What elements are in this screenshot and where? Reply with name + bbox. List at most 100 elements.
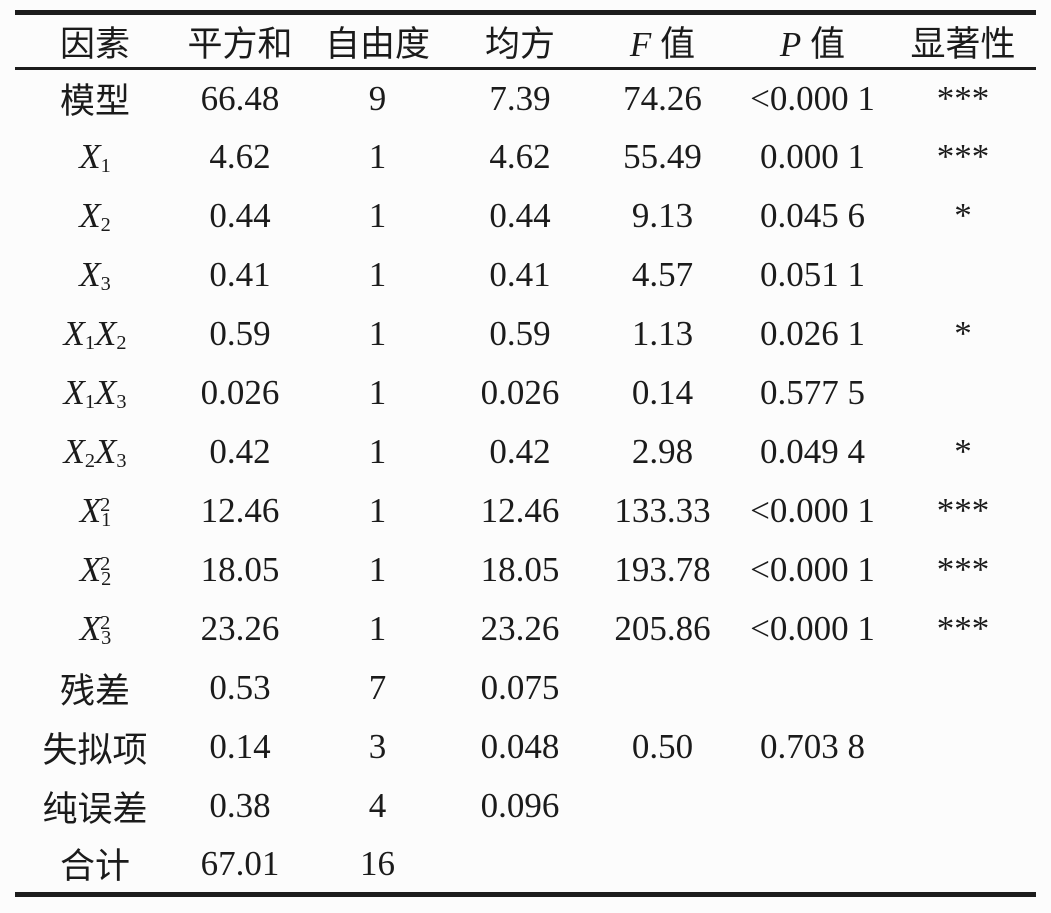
value-cell: 3 xyxy=(368,727,387,766)
value-cell: 1 xyxy=(368,314,387,353)
value-cell: 0.14 xyxy=(631,373,694,412)
column-header-1: 因素 xyxy=(59,24,130,64)
factor-cell: 纯误差 xyxy=(42,789,148,829)
value-cell: <0.000 1 xyxy=(750,609,875,648)
value-cell: 9 xyxy=(368,78,387,118)
value-cell: 0.577 5 xyxy=(760,373,865,412)
value-cell: 18.05 xyxy=(480,550,560,589)
value-cell: 18.05 xyxy=(200,550,280,589)
value-cell: 0.53 xyxy=(209,668,271,707)
header-row: 因素 平方和 自由度 均方 F 值 P 值 显著性 xyxy=(15,13,1036,69)
table-row: X3 0.41 1 0.41 4.57 0.051 1 xyxy=(15,246,1036,305)
value-cell: 7.39 xyxy=(489,78,551,118)
value-cell: 1.13 xyxy=(631,314,694,353)
value-cell: 1 xyxy=(368,432,387,471)
value-cell: 1 xyxy=(368,196,387,235)
value-cell: 0.026 xyxy=(480,373,560,412)
value-cell: 0.44 xyxy=(489,196,551,235)
value-cell: 0.59 xyxy=(209,314,271,353)
table-row: X1X3 0.026 1 0.026 0.14 0.577 5 xyxy=(15,364,1036,423)
significance-cell: *** xyxy=(936,609,990,648)
table-row: 合计 67.01 16 xyxy=(15,836,1036,895)
factor-cell: 失拟项 xyxy=(42,730,148,770)
value-cell: <0.000 1 xyxy=(750,491,875,530)
value-cell: 1 xyxy=(368,137,387,176)
value-cell: 66.48 xyxy=(200,78,280,118)
value-cell: 4 xyxy=(368,786,387,825)
column-header-5: F 值 xyxy=(629,24,696,64)
value-cell xyxy=(590,836,735,895)
table-row: X1 4.62 1 4.62 55.49 0.000 1 *** xyxy=(15,128,1036,187)
value-cell: 0.045 6 xyxy=(760,196,865,235)
value-cell: 0.44 xyxy=(209,196,271,235)
factor-cell: 残差 xyxy=(59,671,130,711)
factor-cell: X32 xyxy=(79,609,112,650)
value-cell: 0.075 xyxy=(480,668,560,707)
value-cell: 1 xyxy=(368,373,387,412)
table-row: X2X3 0.42 1 0.42 2.98 0.049 4 * xyxy=(15,423,1036,482)
factor-cell: X1X2 xyxy=(63,314,127,355)
table-row: 失拟项 0.14 3 0.048 0.50 0.703 8 xyxy=(15,718,1036,777)
factor-cell: 模型 xyxy=(59,82,130,122)
table-head: 因素 平方和 自由度 均方 F 值 P 值 显著性 xyxy=(15,13,1036,69)
factor-cell: X3 xyxy=(79,255,111,296)
value-cell: 23.26 xyxy=(200,609,280,648)
table-row: 残差 0.53 7 0.075 xyxy=(15,659,1036,718)
value-cell: 7 xyxy=(368,668,387,707)
value-cell: 16 xyxy=(360,843,395,883)
value-cell: 0.049 4 xyxy=(760,432,865,471)
value-cell: 193.78 xyxy=(614,550,711,589)
value-cell: 2.98 xyxy=(631,432,694,471)
significance-cell: * xyxy=(954,432,972,471)
value-cell: 133.33 xyxy=(614,491,711,530)
column-header-4: 均方 xyxy=(484,24,555,64)
value-cell: 0.59 xyxy=(489,314,551,353)
value-cell xyxy=(735,659,890,718)
significance-cell: * xyxy=(954,196,972,235)
value-cell: 1 xyxy=(368,491,387,530)
value-cell: 4.57 xyxy=(631,255,694,294)
value-cell: 12.46 xyxy=(200,491,280,530)
table-row: X2 0.44 1 0.44 9.13 0.045 6 * xyxy=(15,187,1036,246)
column-header-6: P 值 xyxy=(779,24,846,64)
table-row: 纯误差 0.38 4 0.096 xyxy=(15,777,1036,836)
value-cell: 4.62 xyxy=(489,137,551,176)
value-cell: 4.62 xyxy=(209,137,271,176)
value-cell xyxy=(735,836,890,895)
factor-cell: X12 xyxy=(79,491,112,532)
factor-cell: X1X3 xyxy=(63,373,127,414)
table-row: 模型 66.48 9 7.39 74.26 <0.000 1 *** xyxy=(15,69,1036,128)
value-cell xyxy=(590,659,735,718)
value-cell: <0.000 1 xyxy=(750,78,875,118)
value-cell: 67.01 xyxy=(200,843,280,883)
anova-table: 因素 平方和 自由度 均方 F 值 P 值 显著性 模型 66.48 9 7.39 74.26 <0.… xyxy=(15,10,1036,897)
value-cell: 0.42 xyxy=(209,432,271,471)
value-cell xyxy=(735,777,890,836)
significance-cell xyxy=(890,246,1036,305)
value-cell: 0.000 1 xyxy=(760,137,865,176)
value-cell: 0.38 xyxy=(209,786,271,825)
value-cell: 0.50 xyxy=(631,727,694,766)
value-cell: 205.86 xyxy=(614,609,711,648)
table-row: X1X2 0.59 1 0.59 1.13 0.026 1 * xyxy=(15,305,1036,364)
column-header-3: 自由度 xyxy=(324,24,430,64)
value-cell xyxy=(590,777,735,836)
significance-cell xyxy=(890,364,1036,423)
value-cell: 0.096 xyxy=(480,786,560,825)
column-header-7: 显著性 xyxy=(910,24,1016,64)
value-cell: 0.026 xyxy=(200,373,280,412)
value-cell xyxy=(450,836,590,895)
table-row: X12 12.46 1 12.46 133.33 <0.000 1 *** xyxy=(15,482,1036,541)
significance-cell xyxy=(890,836,1036,895)
value-cell: 55.49 xyxy=(623,137,702,176)
value-cell: 0.051 1 xyxy=(760,255,865,294)
value-cell: 12.46 xyxy=(480,491,560,530)
significance-cell: *** xyxy=(936,550,990,589)
factor-cell: X2X3 xyxy=(63,432,127,473)
value-cell: 1 xyxy=(368,609,387,648)
significance-cell xyxy=(890,777,1036,836)
factor-cell: X22 xyxy=(79,550,112,591)
factor-cell: X2 xyxy=(79,196,111,237)
column-header-2: 平方和 xyxy=(187,24,293,64)
